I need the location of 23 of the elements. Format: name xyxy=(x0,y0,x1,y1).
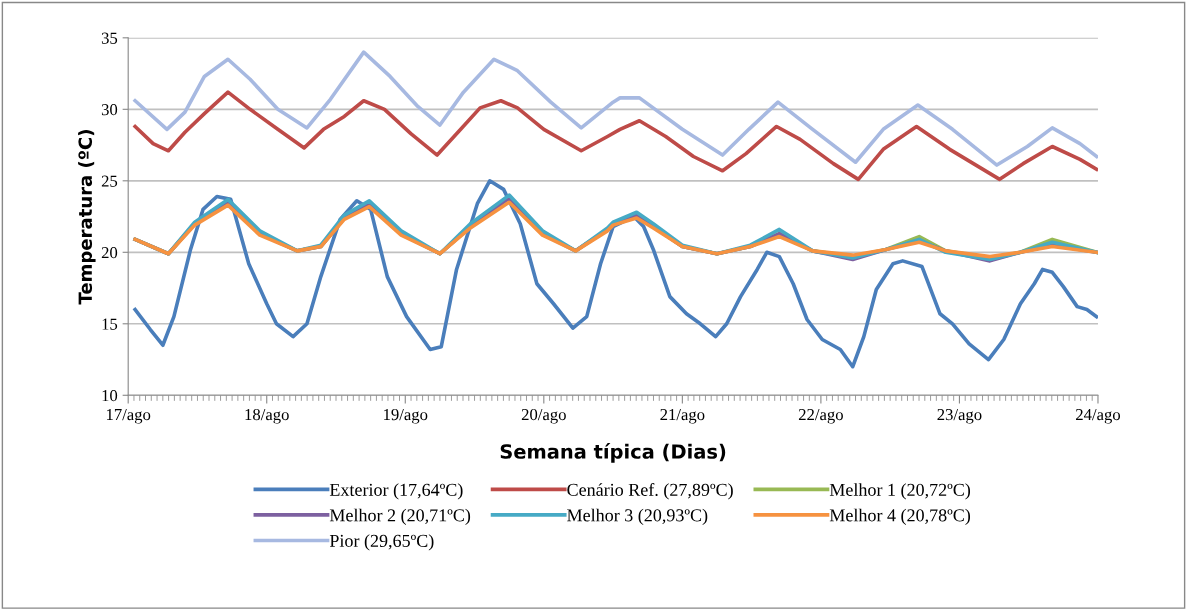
x-tick-label: 19/ago xyxy=(384,408,428,424)
legend-label: Melhor 1 (20,72ºC) xyxy=(829,483,971,500)
y-tick-label: 20 xyxy=(101,247,118,259)
x-tick-label: 21/ago xyxy=(660,408,705,424)
x-tick-label: 24/ago xyxy=(1076,408,1121,424)
legend-label: Exterior (17,64ºC) xyxy=(329,483,463,500)
x-tick-label: 22/ago xyxy=(798,408,843,424)
y-tick-label: 10 xyxy=(102,389,118,402)
x-tick-label: 18/ago xyxy=(245,408,289,424)
y-axis-title: Temperatura (ºC) xyxy=(78,130,96,305)
y-tick-label: 15 xyxy=(102,318,118,330)
legend-label: Cenário Ref. (27,89ºC) xyxy=(567,483,733,500)
x-tick-label: 20/ago xyxy=(521,408,566,424)
legend-label: Melhor 3 (20,93ºC) xyxy=(567,508,708,526)
y-tick-label: 35 xyxy=(101,32,118,44)
y-tick-label: 30 xyxy=(101,104,118,116)
legend-label: Melhor 2 (20,71ºC) xyxy=(329,508,471,526)
x-tick-label: 17/ago xyxy=(106,408,151,424)
x-tick-label: 23/ago xyxy=(937,408,982,424)
y-tick-label: 25 xyxy=(101,175,118,187)
x-axis-title: Semana típica (Dias) xyxy=(500,443,726,463)
legend-label: Melhor 4 (20,78ºC) xyxy=(829,508,971,526)
legend-label: Pior (29,65ºC) xyxy=(329,534,434,551)
